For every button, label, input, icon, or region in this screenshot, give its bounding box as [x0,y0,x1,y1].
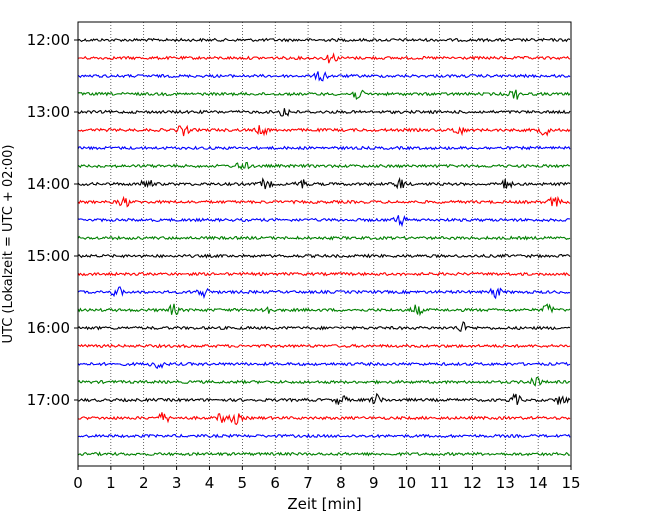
trace-1430 [77,214,571,228]
trace-1615 [77,343,571,349]
x-tick-label-0: 0 [73,474,83,492]
x-tick-label-6: 6 [270,474,280,492]
x-tick-label-15: 15 [561,474,580,492]
trace-1215 [77,52,571,64]
y-tick-label-1300: 13:00 [27,103,70,121]
trace-1730 [77,433,571,439]
y-tick-label-1500: 15:00 [27,247,70,265]
trace-1715 [77,412,571,426]
trace-1200 [77,37,571,43]
trace-1300 [77,108,571,117]
trace-1645 [77,376,571,387]
y-tick-label-1200: 12:00 [27,31,70,49]
seismic-traces [77,37,571,457]
trace-1445 [77,235,571,241]
trace-1630 [77,361,571,370]
x-tick-label-2: 2 [139,474,149,492]
x-tick-label-7: 7 [303,474,313,492]
trace-1415 [77,195,571,208]
x-tick-label-4: 4 [205,474,215,492]
trace-1345 [77,161,571,171]
y-axis-ticks: 12:00 13:00 14:00 15:00 16:00 17:00 [27,31,78,409]
trace-1245 [77,89,571,101]
x-tick-label-8: 8 [336,474,346,492]
vertical-gridlines [110,22,539,466]
x-tick-label-12: 12 [463,474,482,492]
x-tick-label-13: 13 [496,474,515,492]
x-tick-label-11: 11 [430,474,449,492]
trace-1530 [77,286,571,300]
x-tick-label-3: 3 [172,474,182,492]
x-tick-label-10: 10 [397,474,416,492]
x-axis-label: Zeit [min] [287,495,361,513]
x-tick-label-5: 5 [238,474,248,492]
trace-1515 [77,271,571,277]
trace-1545 [77,303,571,317]
y-tick-label-1700: 17:00 [27,391,70,409]
x-tick-label-1: 1 [106,474,116,492]
trace-1400 [77,176,571,190]
trace-1700 [78,392,571,405]
trace-1745 [77,451,571,457]
trace-1600 [77,321,571,333]
y-axis-label: UTC (Lokalzeit = UTC + 02:00) [1,145,16,344]
plot-frame [77,21,572,467]
x-axis-ticks: 0 1 2 3 4 5 6 7 8 9 10 11 12 13 14 15 [73,466,581,492]
y-tick-label-1600: 16:00 [27,319,70,337]
trace-1315 [77,124,571,137]
x-tick-label-9: 9 [369,474,379,492]
trace-1230 [77,71,571,82]
y-tick-label-1400: 14:00 [27,175,70,193]
trace-1500 [77,253,571,259]
trace-1330 [77,145,571,151]
x-tick-label-14: 14 [529,474,548,492]
